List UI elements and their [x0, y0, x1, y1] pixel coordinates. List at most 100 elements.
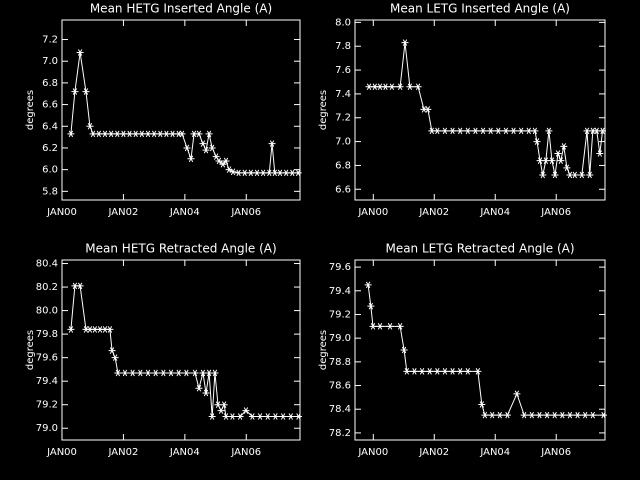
- data-point: [236, 413, 244, 420]
- data-point: [217, 407, 225, 414]
- data-point: [525, 127, 533, 135]
- data-point: [264, 413, 272, 420]
- data-point: [578, 171, 586, 179]
- data-point: [488, 411, 496, 419]
- data-point: [132, 130, 140, 138]
- x-tick-label: JAN02: [418, 207, 449, 218]
- y-tick-label: 79.8: [36, 329, 58, 340]
- x-tick-label: JAN04: [169, 207, 200, 218]
- y-tick-label: 79.2: [36, 400, 58, 411]
- data-point: [126, 130, 134, 138]
- series-line: [367, 284, 604, 416]
- data-point: [191, 369, 199, 377]
- chart-title: Mean LETG Retracted Angle (A): [385, 242, 574, 256]
- x-tick-label: JAN06: [540, 207, 571, 218]
- data-point: [235, 169, 243, 177]
- data-point: [156, 130, 164, 138]
- data-point: [67, 130, 75, 138]
- data-point: [294, 413, 302, 420]
- data-point: [152, 369, 160, 377]
- y-tick-label: 78.2: [329, 428, 351, 439]
- x-tick-label: JAN02: [108, 447, 139, 458]
- series-line: [70, 52, 299, 174]
- y-tick-label: 6.6: [335, 184, 351, 195]
- data-point: [248, 413, 256, 420]
- data-point: [199, 140, 207, 147]
- chart-title: Mean LETG Inserted Angle (A): [390, 2, 570, 16]
- data-point: [220, 401, 228, 408]
- y-tick-label: 79.6: [329, 262, 351, 273]
- data-point: [67, 326, 75, 333]
- data-point: [441, 127, 449, 135]
- x-tick-label: JAN04: [479, 207, 510, 218]
- data-point: [183, 144, 191, 152]
- data-point: [107, 130, 115, 138]
- data-point: [242, 407, 250, 414]
- data-point: [364, 281, 372, 289]
- data-point: [586, 171, 594, 179]
- data-point: [396, 323, 404, 330]
- y-tick-label: 7.0: [42, 56, 58, 67]
- chart-title: Mean HETG Retracted Angle (A): [85, 242, 276, 256]
- y-tick-label: 80.2: [36, 282, 58, 293]
- y-tick-label: 79.4: [329, 286, 351, 297]
- data-point: [589, 411, 597, 419]
- data-point: [520, 411, 528, 419]
- data-point: [376, 323, 384, 330]
- data-point: [159, 369, 167, 377]
- data-point: [89, 130, 97, 138]
- data-point: [400, 346, 408, 354]
- data-point: [76, 282, 84, 290]
- data-point: [167, 369, 175, 377]
- data-point: [202, 146, 210, 154]
- x-tick-label: JAN04: [479, 447, 510, 458]
- y-tick-label: 8.0: [335, 17, 351, 28]
- data-point: [195, 384, 203, 392]
- data-point: [276, 169, 284, 177]
- data-point: [543, 411, 551, 419]
- data-point: [456, 368, 464, 375]
- data-point: [202, 389, 210, 397]
- data-point: [426, 368, 434, 375]
- y-tick-label: 79.2: [329, 309, 351, 320]
- data-point: [551, 411, 559, 419]
- data-point: [222, 157, 230, 165]
- data-point: [114, 369, 122, 377]
- data-point: [560, 143, 568, 150]
- data-point: [150, 130, 158, 138]
- data-point: [106, 326, 114, 333]
- data-point: [386, 323, 394, 330]
- data-point: [287, 413, 295, 420]
- data-point: [138, 130, 146, 138]
- data-point: [86, 122, 94, 130]
- data-point: [479, 127, 487, 135]
- data-point: [144, 130, 152, 138]
- y-tick-label: 80.0: [36, 306, 58, 317]
- y-tick-label: 79.6: [36, 353, 58, 364]
- y-tick-label: 6.6: [42, 100, 58, 111]
- y-tick-label: 7.4: [335, 89, 351, 100]
- data-point: [282, 169, 290, 177]
- data-point: [510, 127, 518, 135]
- data-point: [208, 144, 216, 152]
- y-tick-label: 7.2: [335, 113, 351, 124]
- data-point: [599, 127, 607, 135]
- data-point: [119, 130, 127, 138]
- data-point: [136, 369, 144, 377]
- y-axis-label: degrees: [25, 330, 36, 370]
- plot-frame: [354, 259, 606, 441]
- plot-frame: [354, 19, 606, 201]
- y-axis-label: degrees: [318, 330, 329, 370]
- data-point: [502, 127, 510, 135]
- data-point: [471, 127, 479, 135]
- x-tick-label: JAN06: [230, 447, 261, 458]
- y-axis-label: degrees: [318, 90, 329, 130]
- y-tick-label: 6.8: [42, 78, 58, 89]
- y-tick-label: 6.4: [42, 121, 58, 132]
- data-point: [517, 127, 525, 135]
- y-tick-label: 78.4: [329, 404, 351, 415]
- y-tick-label: 78.8: [329, 357, 351, 368]
- series-line: [70, 285, 299, 417]
- data-point: [403, 368, 411, 375]
